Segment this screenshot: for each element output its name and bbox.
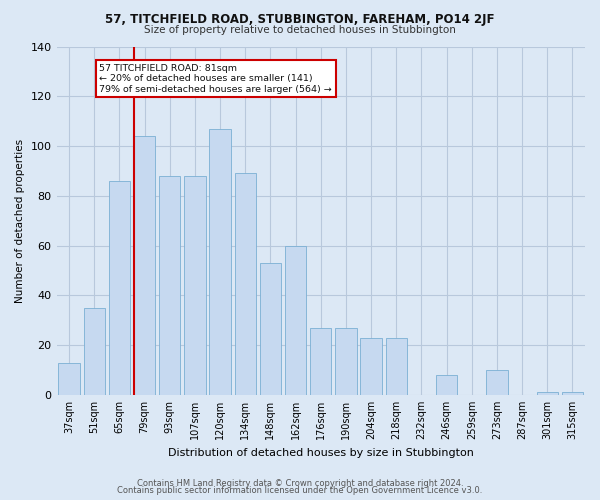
Bar xyxy=(536,392,558,395)
Bar xyxy=(134,136,155,395)
Y-axis label: Number of detached properties: Number of detached properties xyxy=(15,138,25,303)
Bar xyxy=(386,338,407,395)
Bar xyxy=(361,338,382,395)
Bar xyxy=(436,375,457,395)
Bar xyxy=(235,174,256,395)
Bar xyxy=(486,370,508,395)
Text: Size of property relative to detached houses in Stubbington: Size of property relative to detached ho… xyxy=(144,25,456,35)
Bar xyxy=(260,263,281,395)
Text: 57, TITCHFIELD ROAD, STUBBINGTON, FAREHAM, PO14 2JF: 57, TITCHFIELD ROAD, STUBBINGTON, FAREHA… xyxy=(105,12,495,26)
Text: 57 TITCHFIELD ROAD: 81sqm
← 20% of detached houses are smaller (141)
79% of semi: 57 TITCHFIELD ROAD: 81sqm ← 20% of detac… xyxy=(100,64,332,94)
Text: Contains public sector information licensed under the Open Government Licence v3: Contains public sector information licen… xyxy=(118,486,482,495)
Bar xyxy=(285,246,307,395)
Bar xyxy=(109,181,130,395)
Bar xyxy=(184,176,206,395)
Bar xyxy=(335,328,356,395)
Bar xyxy=(58,362,80,395)
Bar xyxy=(159,176,181,395)
Bar xyxy=(83,308,105,395)
Text: Contains HM Land Registry data © Crown copyright and database right 2024.: Contains HM Land Registry data © Crown c… xyxy=(137,478,463,488)
Bar xyxy=(310,328,331,395)
Bar xyxy=(209,128,231,395)
X-axis label: Distribution of detached houses by size in Stubbington: Distribution of detached houses by size … xyxy=(168,448,474,458)
Bar xyxy=(562,392,583,395)
